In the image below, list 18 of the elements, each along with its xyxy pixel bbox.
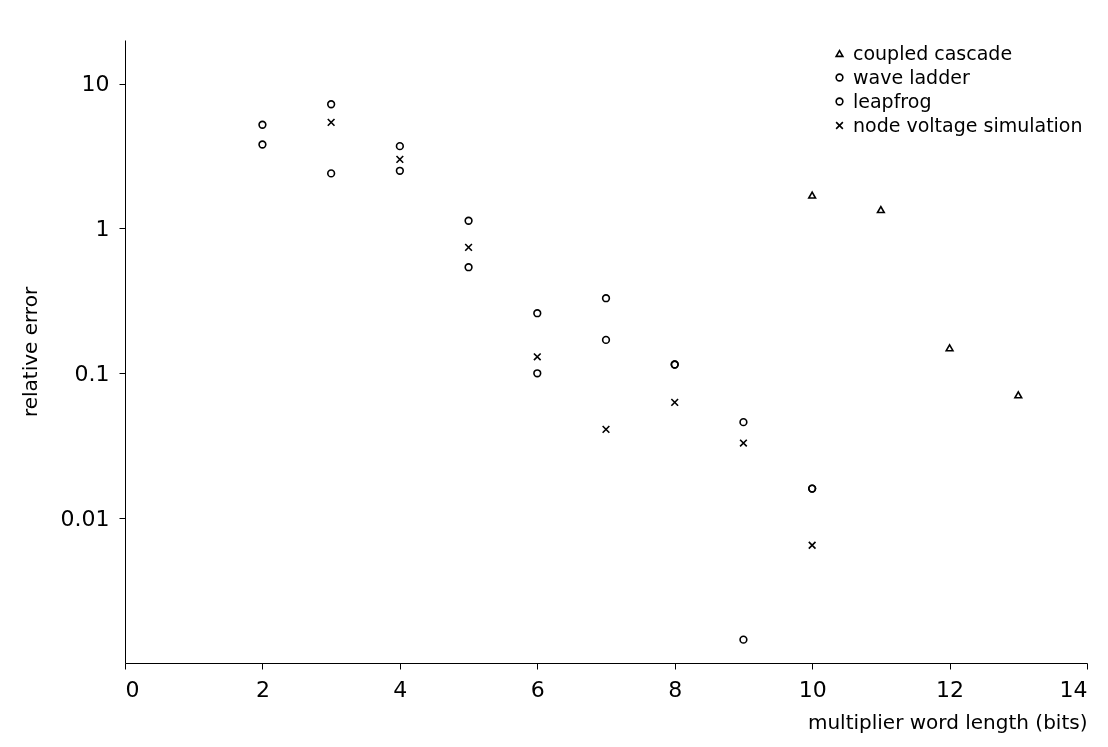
x-tick-label: 12 [936, 676, 965, 702]
y-axis-title: relative error [17, 286, 42, 418]
y-tick-label: 10 [81, 71, 110, 97]
x-axis-title: multiplier word length (bits) [807, 709, 1088, 734]
x-tick-label: 8 [668, 676, 683, 702]
x-tick-label: 4 [393, 676, 408, 702]
x-tick-label: 10 [798, 676, 827, 702]
y-tick-label: 0.01 [60, 505, 110, 531]
legend-label: coupled cascade [853, 41, 1013, 64]
x-tick-label: 14 [1059, 676, 1088, 702]
legend-label: node voltage simulation [853, 113, 1083, 136]
legend-label: leapfrog [853, 89, 932, 112]
x-tick-label: 0 [125, 676, 140, 702]
y-tick-label: 1 [95, 215, 110, 241]
x-tick-label: 6 [530, 676, 545, 702]
legend-label: wave ladder [853, 65, 970, 88]
x-tick-label: 2 [255, 676, 270, 702]
y-tick-label: 0.1 [74, 360, 110, 386]
